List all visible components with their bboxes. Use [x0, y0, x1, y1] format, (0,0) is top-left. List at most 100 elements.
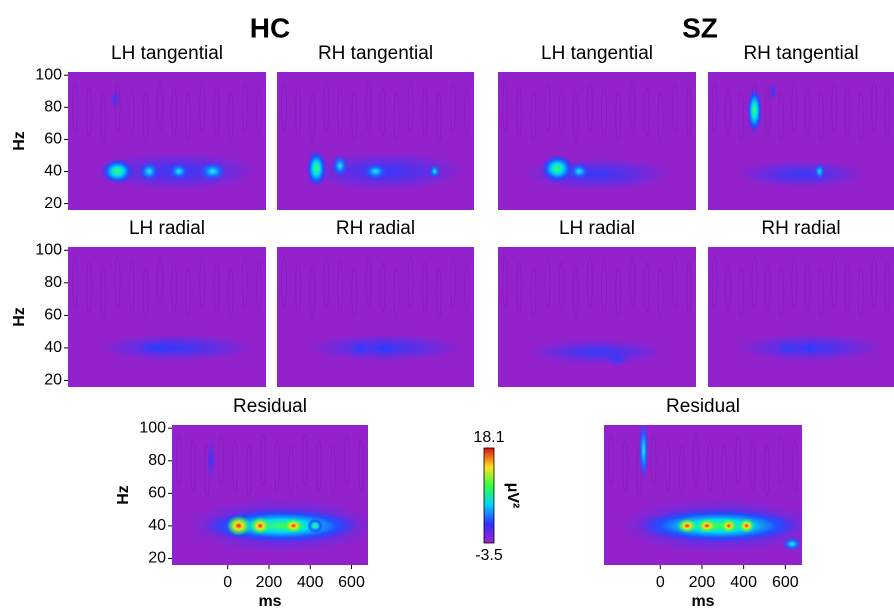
- contour: [407, 256, 414, 308]
- contour: [260, 434, 266, 486]
- blob: [635, 509, 802, 543]
- contour: [407, 81, 414, 132]
- contour: [435, 267, 442, 319]
- contour: [100, 267, 107, 319]
- contour: [601, 261, 607, 314]
- blob: [226, 516, 251, 536]
- colorbar-min: -3.5: [475, 547, 503, 564]
- contour: [227, 92, 234, 143]
- contour: [241, 256, 248, 308]
- contour: [157, 81, 163, 132]
- contour: [544, 256, 551, 308]
- contour: [871, 81, 877, 132]
- panel: [498, 72, 696, 210]
- blob: [198, 161, 227, 182]
- heatmap: [604, 425, 802, 565]
- contour: [128, 261, 135, 314]
- contour: [393, 92, 400, 143]
- contour: [114, 256, 121, 308]
- group-title: HC: [250, 12, 290, 43]
- y-tick-label: 60: [44, 131, 62, 148]
- blob: [377, 342, 394, 357]
- x-tick-label: 0: [656, 574, 665, 591]
- panel-title: Residual: [666, 396, 740, 417]
- blob: [778, 342, 794, 357]
- contour: [778, 92, 784, 143]
- contour: [171, 86, 177, 138]
- heatmap: [708, 72, 894, 210]
- contour: [295, 261, 302, 314]
- contour: [72, 81, 78, 132]
- contour: [302, 434, 308, 486]
- contour: [792, 439, 798, 492]
- blob: [782, 537, 802, 551]
- contour: [530, 267, 537, 319]
- contour: [844, 86, 851, 138]
- contour: [213, 261, 220, 314]
- contour: [707, 439, 713, 492]
- contour: [558, 261, 565, 314]
- contour: [421, 261, 428, 314]
- contour: [721, 445, 728, 497]
- heatmap-bg: [277, 247, 474, 387]
- contour: [464, 261, 470, 314]
- contour: [316, 439, 322, 492]
- contour: [857, 92, 864, 143]
- heatmap: [498, 247, 696, 387]
- contour: [572, 92, 579, 143]
- contour: [218, 434, 224, 486]
- contour: [643, 86, 650, 138]
- contour: [502, 81, 508, 132]
- contour: [558, 86, 565, 138]
- contour: [464, 86, 470, 138]
- heatmap-bg: [708, 72, 894, 210]
- heatmap: [708, 247, 894, 387]
- contour: [530, 92, 537, 143]
- blob: [527, 339, 667, 365]
- blob: [769, 81, 777, 101]
- contour: [818, 267, 824, 319]
- contour: [671, 81, 678, 132]
- contour: [791, 81, 798, 132]
- panel: [68, 72, 266, 210]
- contour: [686, 86, 692, 138]
- blob: [735, 160, 867, 188]
- contour: [185, 92, 192, 143]
- contour: [421, 86, 428, 138]
- y-tick-label: 40: [44, 163, 62, 180]
- contour: [246, 445, 252, 497]
- contour: [227, 267, 234, 319]
- contour: [72, 256, 78, 308]
- y-tick-label: 40: [148, 517, 166, 534]
- group-title: SZ: [682, 12, 718, 43]
- contour: [857, 267, 864, 319]
- blob: [720, 518, 737, 533]
- contour: [791, 256, 798, 308]
- contour: [751, 256, 758, 308]
- blob: [804, 342, 816, 357]
- contour: [749, 439, 756, 492]
- contour: [142, 267, 149, 319]
- contour: [671, 256, 678, 308]
- blob: [638, 425, 649, 481]
- contour: [213, 86, 220, 138]
- contour: [516, 86, 523, 138]
- contour: [871, 256, 877, 308]
- contour: [288, 445, 294, 497]
- contour: [711, 256, 718, 308]
- colorbar-label: μV²: [504, 483, 521, 509]
- contour: [86, 261, 93, 314]
- contour: [735, 434, 742, 486]
- panel: [708, 247, 894, 387]
- panel: [708, 72, 894, 210]
- contour: [831, 81, 838, 132]
- contour: [176, 434, 182, 486]
- contour: [449, 256, 456, 308]
- contour: [664, 439, 671, 492]
- contour: [185, 267, 192, 319]
- y-tick-label: 40: [44, 339, 62, 356]
- contour: [777, 434, 784, 486]
- contour: [629, 256, 636, 308]
- panel-title: LH radial: [129, 218, 205, 239]
- contour: [622, 439, 629, 492]
